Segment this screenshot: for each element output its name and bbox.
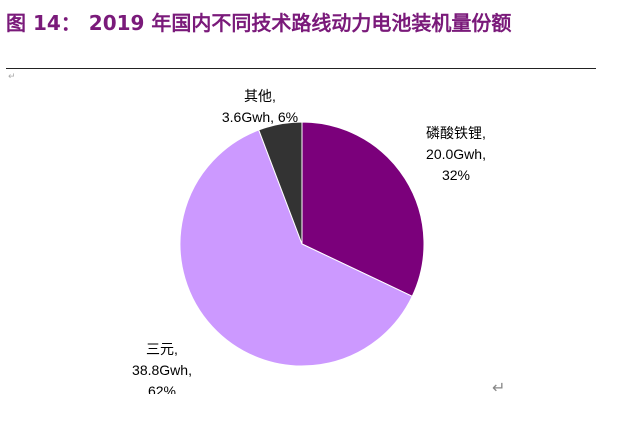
title-divider <box>6 68 596 69</box>
pie-slice <box>258 121 303 245</box>
slice-label: 其他, 3.6Gwh, 6% <box>222 88 298 125</box>
return-mark-icon: ↵ <box>492 378 506 397</box>
figure-number: 图 14： <box>6 11 81 35</box>
paragraph-mark-icon: ↵ <box>8 72 16 82</box>
slice-label: 三元, 38.8Gwh, 62% <box>132 341 192 394</box>
pie-slice <box>301 121 425 297</box>
pie-chart-svg: 磷酸铁锂, 20.0Gwh, 32% 三元, 38.8Gwh, 62% 其他, 3.6Gwh,… <box>132 88 486 394</box>
pie-slices <box>179 121 425 367</box>
figure-title: 图 14： 2019 年国内不同技术路线动力电池装机量份额 <box>6 6 511 40</box>
pie-chart: 磷酸铁锂, 20.0Gwh, 32% 三元, 38.8Gwh, 62% 其他, 3.6Gwh,… <box>96 74 516 394</box>
figure-title-text: 2019 年国内不同技术路线动力电池装机量份额 <box>88 11 512 35</box>
pie-slice <box>179 129 413 367</box>
pie-labels: 磷酸铁锂, 20.0Gwh, 32% 三元, 38.8Gwh, 62% 其他, 3.6Gwh,… <box>132 88 486 394</box>
slice-label: 磷酸铁锂, 20.0Gwh, 32% <box>426 125 486 183</box>
